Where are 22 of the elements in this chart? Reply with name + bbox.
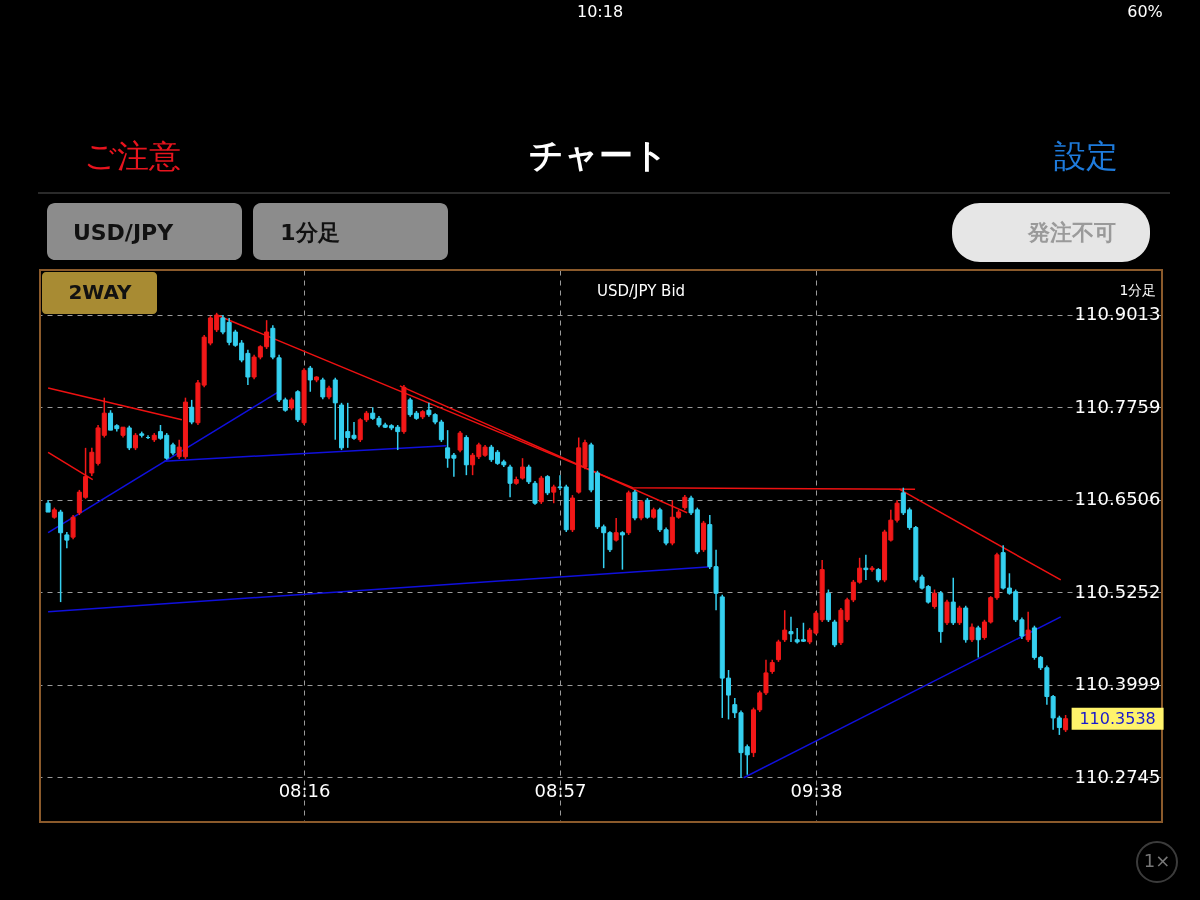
text: USD/JPY [72,220,175,245]
y-tick-label: 110.7759 [1074,395,1161,417]
x-tick-label: 08:57 [534,779,587,801]
text: チャート [528,135,668,175]
text: 1分足 [280,220,340,245]
x-tick-label: 09:38 [790,779,843,801]
x-tick-label: 08:16 [278,779,331,801]
text: 60% [1127,2,1163,21]
y-tick-label: 110.5252 [1074,580,1161,602]
text: 10:18 [576,2,624,21]
annotation: 1分足 [1119,282,1157,298]
annotation: 110.3538 [1079,708,1156,728]
y-tick-label: 110.6506 [1074,488,1161,510]
y-tick-label: 110.2745 [1074,765,1161,787]
text: USD/JPY Bid [596,282,686,300]
y-tick-label: 110.3999 [1074,673,1161,695]
text: 発注不可 [1027,220,1116,245]
text: 設定 [1054,137,1118,175]
y-tick-label: 110.9013 [1074,303,1161,325]
text: 1× [1143,850,1171,871]
text: ご注意 [83,137,181,175]
annotation: 2WAY [68,280,133,304]
